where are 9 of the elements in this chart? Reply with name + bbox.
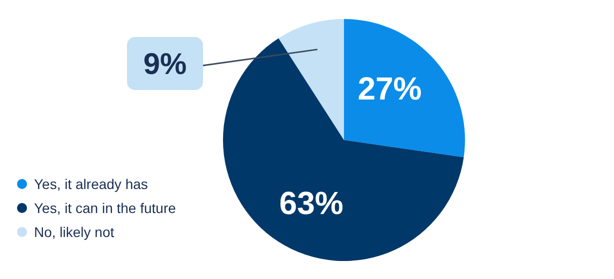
legend-label: Yes, it already has	[34, 176, 148, 192]
pie-slice	[223, 38, 464, 261]
legend-label: No, likely not	[34, 224, 114, 240]
data-label: 27%	[358, 70, 422, 106]
data-label: 9%	[143, 48, 187, 81]
pie-slice	[278, 19, 344, 140]
pie-slice	[344, 19, 465, 158]
data-label: 63%	[279, 184, 344, 221]
legend-label: Yes, it can in the future	[34, 200, 176, 216]
